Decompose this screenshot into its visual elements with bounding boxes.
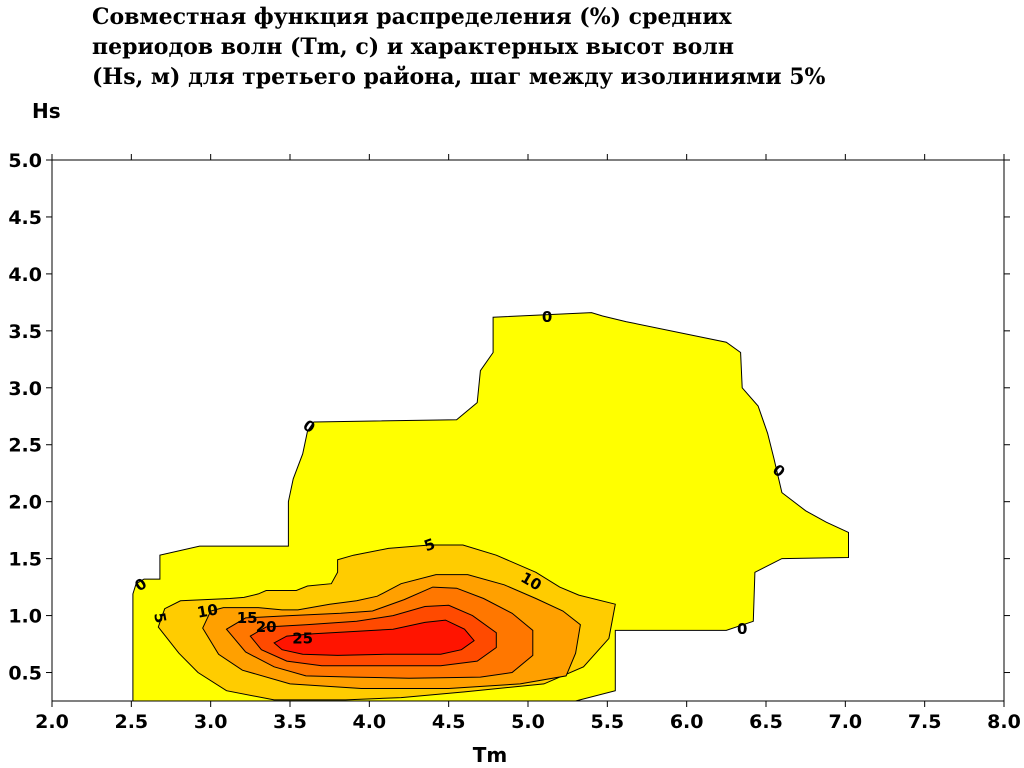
y-tick-label: 4.5 <box>8 207 42 229</box>
y-tick-label: 4.0 <box>8 264 42 286</box>
x-tick-label: 5.5 <box>590 711 624 733</box>
y-tick-label: 5.0 <box>8 150 42 172</box>
x-tick-label: 2.5 <box>114 711 148 733</box>
y-tick-label: 0.5 <box>8 663 42 685</box>
y-tick-label: 3.0 <box>8 378 42 400</box>
y-axis-label: Hs <box>32 99 61 123</box>
contour-label-10: 10 <box>196 600 220 621</box>
chart-title-line-3: (Hs, м) для третьего района, шаг между и… <box>92 64 826 90</box>
x-tick-label: 6.5 <box>749 711 783 733</box>
contour-label-5: 5 <box>150 611 170 624</box>
x-tick-label: 7.0 <box>828 711 862 733</box>
contour-fills <box>132 312 849 702</box>
axis-ticks: 2.0 2.5 3.0 3.5 4.0 4.5 5.0 5.5 6.0 6.5 7.0 7.5 8.0 0… <box>8 150 1021 733</box>
contour-region-25 <box>273 619 475 656</box>
chart-title-line-2: периодов волн (Tm, с) и характерных высо… <box>92 34 734 60</box>
x-tick-label: 3.0 <box>194 711 228 733</box>
x-tick-label: 4.0 <box>352 711 386 733</box>
contour-label-0: 0 <box>542 308 552 326</box>
x-tick-label: 6.0 <box>670 711 704 733</box>
chart-title: Совместная функция распределения (%) сре… <box>92 2 1022 92</box>
x-tick-label: 5.0 <box>511 711 545 733</box>
x-tick-label: 2.0 <box>35 711 69 733</box>
y-tick-label: 3.5 <box>8 321 42 343</box>
x-tick-label: 4.5 <box>432 711 466 733</box>
x-tick-label: 3.5 <box>273 711 307 733</box>
contour-label-25: 25 <box>292 629 313 647</box>
x-tick-label: 7.5 <box>908 711 942 733</box>
y-tick-label: 2.5 <box>8 435 42 457</box>
chart-title-line-1: Совместная функция распределения (%) сре… <box>92 4 732 30</box>
y-tick-label: 2.0 <box>8 492 42 514</box>
contour-label-15: 15 <box>237 609 258 627</box>
contour-label-0: 0 <box>737 620 747 638</box>
y-tick-label: 1.5 <box>8 549 42 571</box>
x-tick-label: 8.0 <box>987 711 1021 733</box>
x-axis-label: Tm <box>473 743 507 767</box>
contour-label-20: 20 <box>256 618 277 636</box>
y-tick-label: 1.0 <box>8 606 42 628</box>
